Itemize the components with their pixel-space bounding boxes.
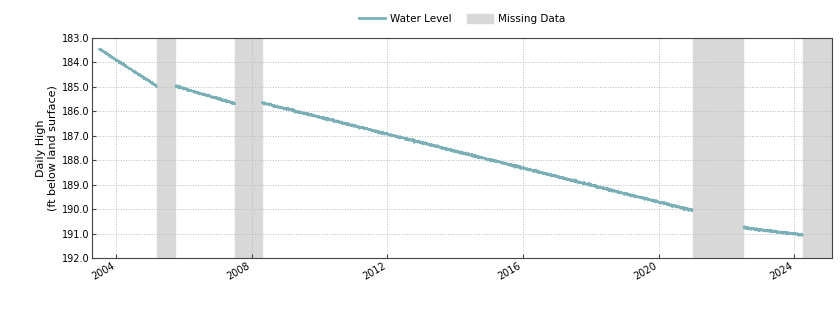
Bar — [692, 38, 743, 258]
Bar — [803, 38, 832, 258]
Legend: Water Level, Missing Data: Water Level, Missing Data — [354, 10, 570, 28]
Y-axis label: Daily High
(ft below land surface): Daily High (ft below land surface) — [36, 85, 58, 211]
Bar — [157, 38, 176, 258]
Bar — [235, 38, 262, 258]
